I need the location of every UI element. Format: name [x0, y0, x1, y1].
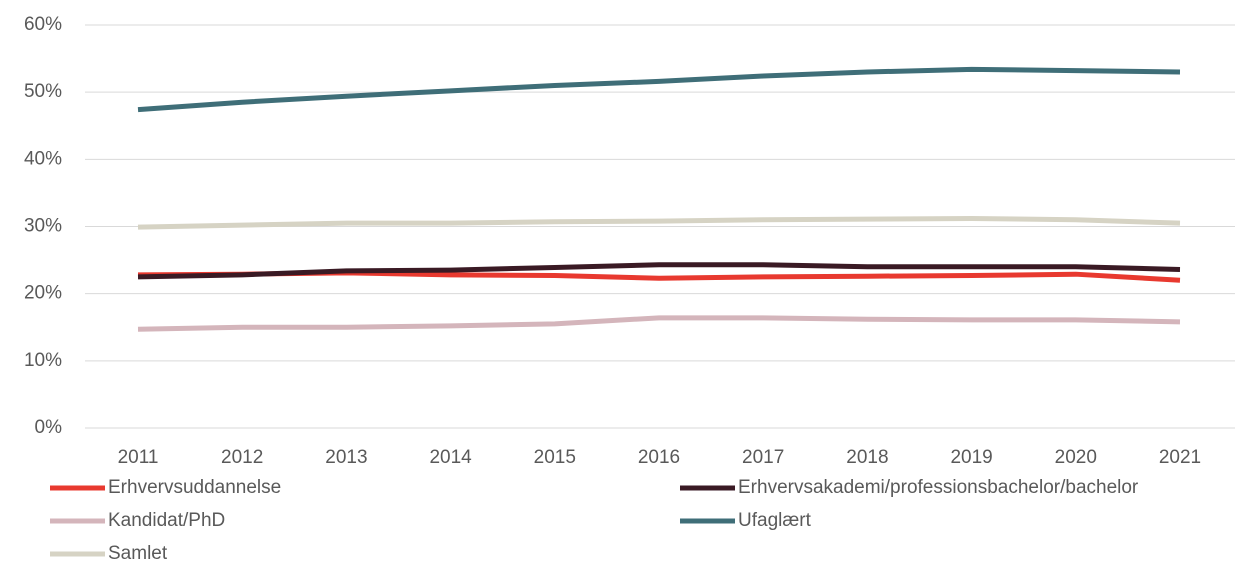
- x-tick-label: 2019: [950, 447, 992, 468]
- y-tick-label: 30%: [24, 216, 62, 237]
- series-line: [137, 315, 1181, 332]
- series-line: [137, 215, 1181, 230]
- legend-label: Samlet: [108, 543, 168, 564]
- x-tick-label: 2013: [325, 447, 367, 468]
- x-tick-label: 2018: [846, 447, 888, 468]
- x-tick-label: 2014: [429, 447, 472, 468]
- y-tick-label: 40%: [24, 148, 62, 169]
- x-tick-label: 2016: [638, 447, 680, 468]
- y-tick-label: 10%: [24, 350, 62, 371]
- x-tick-label: 2012: [221, 447, 263, 468]
- legend-label: Erhvervsuddannelse: [108, 477, 281, 498]
- y-tick-label: 20%: [24, 283, 62, 304]
- series-line: [137, 66, 1181, 113]
- x-tick-label: 2021: [1159, 447, 1201, 468]
- x-tick-label: 2017: [742, 447, 784, 468]
- y-tick-label: 0%: [35, 417, 63, 438]
- legend-label: Ufaglært: [738, 510, 812, 531]
- x-tick-label: 2020: [1055, 447, 1097, 468]
- y-tick-label: 60%: [24, 14, 62, 35]
- x-tick-label: 2015: [534, 447, 576, 468]
- series-line: [137, 262, 1181, 280]
- x-tick-label: 2011: [118, 447, 159, 468]
- legend-label: Kandidat/PhD: [108, 510, 225, 531]
- legend-label: Erhvervsakademi/professionsbachelor/bach…: [738, 477, 1139, 498]
- y-tick-label: 50%: [24, 81, 62, 102]
